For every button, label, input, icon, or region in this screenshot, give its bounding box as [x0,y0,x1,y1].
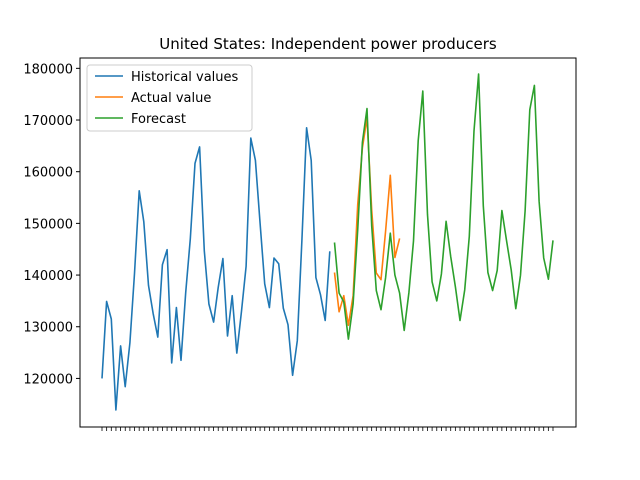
legend-label-forecast: Forecast [131,112,186,127]
y-axis: 120000 130000 140000 150000 160000 170000 1800… [23,62,80,387]
series-line-historical-values [101,127,331,411]
plot-area [101,73,554,411]
x-axis [101,427,554,431]
chart-title: United States: Independent power produce… [159,35,497,53]
legend-label-actual: Actual value [131,91,211,106]
y-tick-label: 180000 [23,62,73,77]
y-tick-label: 160000 [23,166,73,181]
legend-box [86,64,253,132]
y-tick-label: 170000 [23,114,73,129]
y-tick-label: 120000 [23,372,73,387]
y-tick-label: 140000 [23,269,73,284]
y-tick-label: 150000 [23,217,73,232]
plot-frame [79,57,577,428]
legend: Historical values Actual value Forecast [86,64,253,132]
y-tick-label: 130000 [23,321,73,336]
series-line-forecast [333,73,554,340]
legend-label-historical: Historical values [131,70,239,85]
